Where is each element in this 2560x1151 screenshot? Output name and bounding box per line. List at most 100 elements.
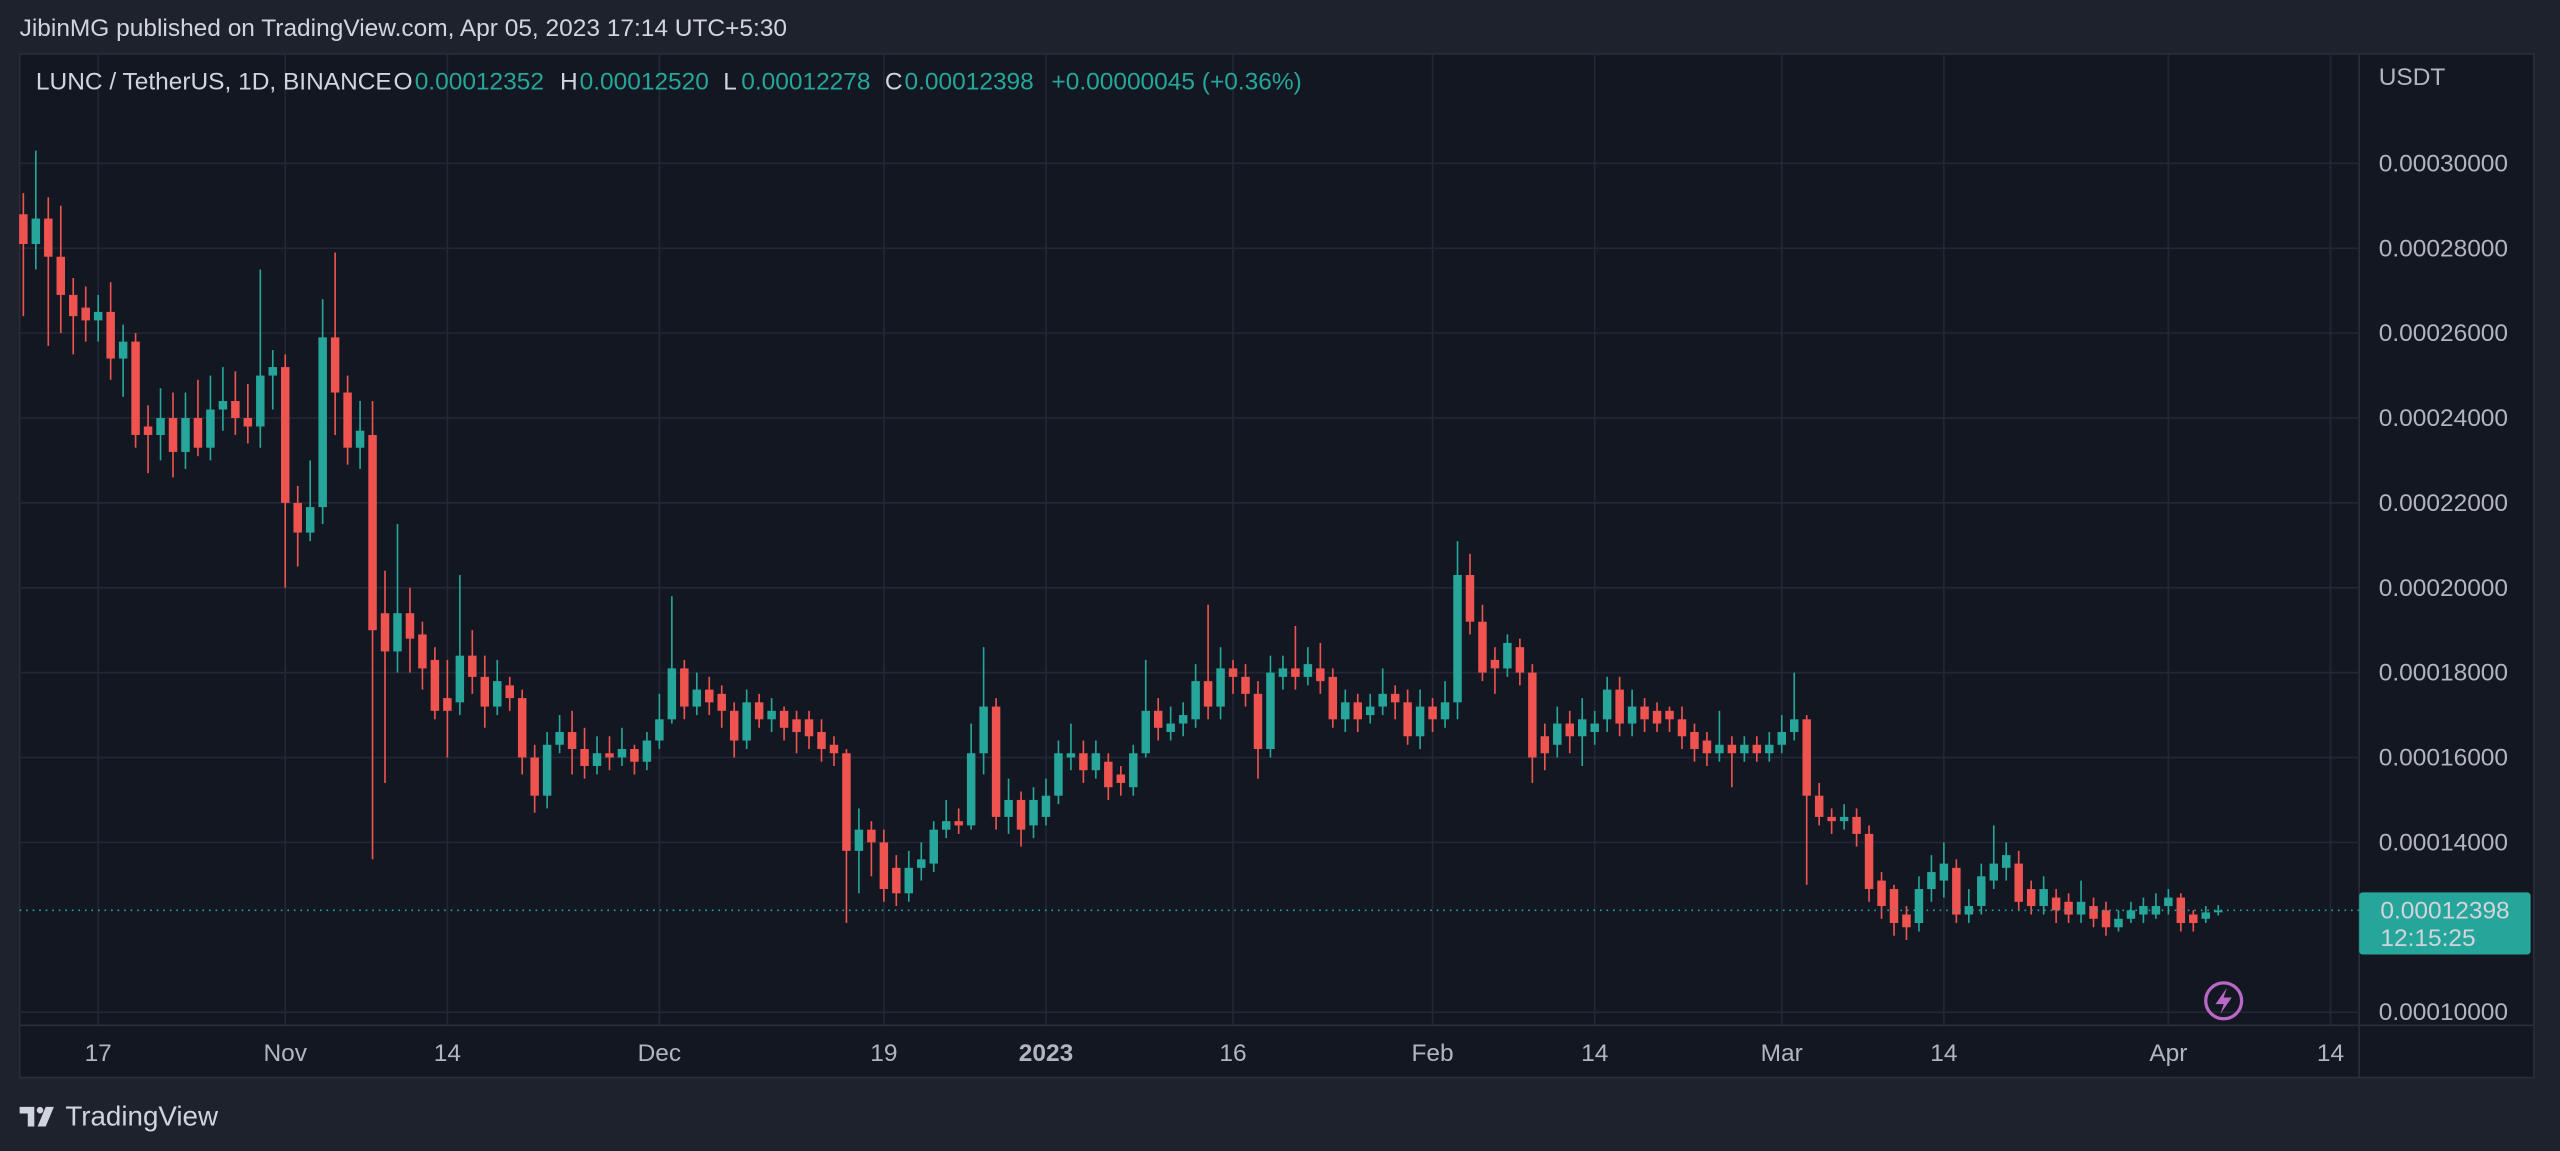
legend-open-label: O: [393, 69, 412, 96]
price-axis-unit: USDT: [2379, 64, 2446, 91]
last-price-label: 0.00012398: [2380, 897, 2509, 924]
candle-body: [206, 409, 215, 448]
candle-body: [1740, 744, 1749, 754]
candle-body: [754, 702, 764, 720]
x-tick-label: 14: [1930, 1040, 1957, 1067]
candle-body: [418, 634, 427, 669]
y-tick-label: 0.00018000: [2379, 660, 2508, 687]
candle-body: [692, 689, 702, 707]
candle-body: [804, 719, 814, 737]
candle-body: [2164, 897, 2173, 907]
candle-body: [1341, 702, 1350, 720]
chart-panel: [18, 53, 2535, 1079]
x-tick-label: 17: [85, 1040, 112, 1067]
candle-body: [879, 842, 889, 890]
candle-body: [1465, 575, 1475, 622]
candle-body: [1415, 706, 1425, 737]
candle-body: [480, 676, 490, 707]
candle-body: [642, 740, 652, 762]
candle-body: [2001, 855, 2011, 868]
candle-body: [2214, 910, 2223, 913]
candle-body: [1378, 693, 1387, 707]
candle-body: [1702, 740, 1712, 754]
candle-body: [867, 829, 876, 843]
candle-body: [1203, 681, 1213, 707]
candle-body: [854, 829, 864, 851]
candle-body: [1440, 702, 1450, 720]
lightning-icon: [2204, 981, 2244, 1021]
candle-body: [1029, 799, 1038, 826]
candle-body: [1515, 647, 1525, 673]
candle-body: [1191, 681, 1200, 720]
candle-body: [405, 613, 415, 639]
candle-body: [1690, 732, 1699, 750]
candle-body: [218, 401, 228, 410]
candle-body: [1166, 723, 1175, 733]
candle-body: [1802, 719, 1811, 796]
candle-body: [1266, 672, 1275, 750]
candle-body: [517, 698, 527, 758]
x-tick-label: 14: [434, 1040, 461, 1067]
candle-body: [56, 256, 66, 295]
x-tick-label: 14: [2317, 1040, 2344, 1067]
candle-body: [430, 659, 440, 711]
candle-body: [1715, 744, 1724, 754]
candle-body: [1914, 889, 1924, 924]
candle-body: [617, 749, 627, 758]
candle-body: [293, 502, 302, 533]
candle-body: [792, 719, 801, 733]
candle-body: [1677, 719, 1687, 737]
candle-body: [2126, 910, 2136, 919]
legend-change: +0.00000045 (+0.36%): [1051, 69, 1301, 96]
candle-body: [954, 821, 963, 826]
x-tick-label: 14: [1581, 1040, 1608, 1067]
candle-body: [1989, 863, 1999, 881]
candle-body: [1665, 710, 1674, 720]
candle-body: [1789, 719, 1799, 733]
candle-body: [1503, 642, 1512, 669]
candle-body: [1565, 723, 1574, 737]
overlay: 0.00010000 0.00014000 0.00016000 0.00018000…: [19, 150, 2531, 1067]
candle-body: [779, 710, 789, 728]
candle-body: [305, 507, 315, 533]
candle-body: [1303, 664, 1313, 677]
icon-ring: [2204, 981, 2244, 1021]
candle-body: [1877, 880, 1886, 907]
candle-body: [19, 214, 28, 244]
candle-body: [268, 367, 278, 376]
legend-close: 0.00012398: [904, 69, 1033, 96]
candle-body: [1814, 795, 1824, 817]
candle-body: [829, 744, 839, 754]
candle-body: [1602, 689, 1612, 720]
candle-body: [93, 311, 103, 321]
candle-body: [2014, 863, 2023, 902]
candle-body: [1054, 753, 1063, 796]
candle-body: [2064, 901, 2073, 915]
icon-bolt: [2215, 987, 2232, 1014]
candle-body: [1765, 744, 1774, 754]
candle-body: [1390, 693, 1400, 703]
candle-body: [592, 753, 602, 766]
publish-header: JibinMG published on TradingView.com, Ap…: [20, 15, 787, 42]
legend-symbol: LUNC / TetherUS, 1D, BINANCE: [36, 69, 392, 96]
candle-body: [118, 341, 128, 359]
candle-body: [1852, 816, 1861, 834]
y-tick-label: 0.00022000: [2379, 490, 2508, 517]
candle-body: [667, 668, 677, 720]
candle-body: [2051, 897, 2061, 911]
candle-body: [630, 749, 639, 762]
candle-body: [1066, 753, 1076, 758]
candle-body: [343, 392, 352, 448]
candle-body: [443, 698, 452, 711]
candle-body: [1864, 833, 1874, 890]
x-tick-label: 19: [870, 1040, 897, 1067]
y-tick-label: 0.00014000: [2379, 829, 2508, 856]
candle-body: [530, 757, 539, 796]
candle-body: [330, 337, 340, 393]
candle-body: [929, 829, 938, 864]
candle-body: [318, 337, 327, 508]
last-price-box: [2359, 892, 2531, 955]
legend-low: 0.00012278: [741, 69, 870, 96]
candle-body: [1640, 706, 1649, 720]
candle-body: [1652, 710, 1662, 724]
